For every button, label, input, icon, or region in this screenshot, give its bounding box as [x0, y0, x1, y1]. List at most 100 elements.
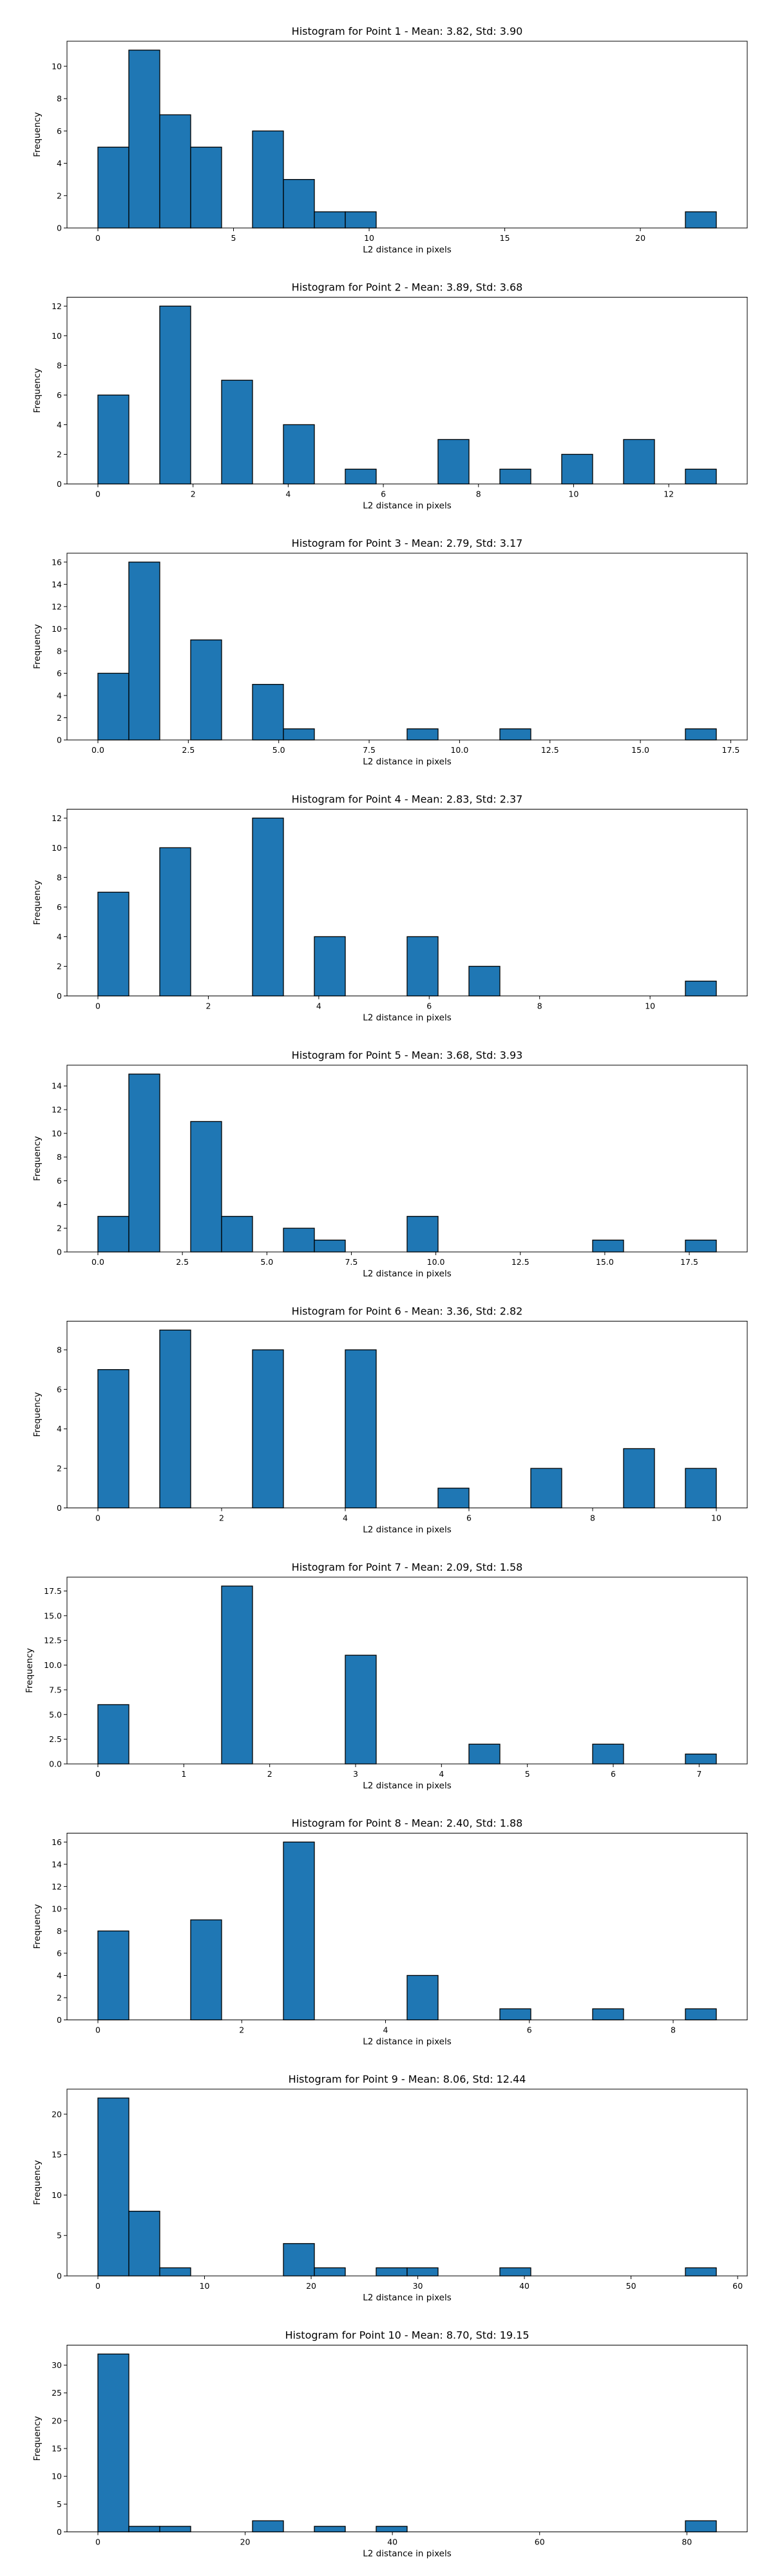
y-tick-label: 10	[52, 2190, 62, 2200]
y-tick-label: 10	[52, 2472, 62, 2481]
chart-title: Histogram for Point 1 - Mean: 3.82, Std:…	[292, 25, 523, 37]
histogram-bar	[499, 2267, 531, 2277]
x-tick-label: 8	[537, 1001, 542, 1011]
x-axis-label: L2 distance in pixels	[363, 1525, 451, 1535]
y-tick-label: 8	[57, 1152, 62, 1162]
histogram-bar	[97, 2353, 129, 2533]
histogram-bar	[345, 1654, 377, 1765]
x-tick-label: 80	[682, 2537, 692, 2547]
chart-panel-6: Histogram for Point 6 - Mean: 3.36, Std:…	[32, 1305, 748, 1535]
x-tick-label: 60	[535, 2537, 545, 2547]
x-tick-label: 8	[671, 2025, 676, 2035]
x-tick-label: 6	[527, 2025, 532, 2035]
y-tick-label: 0	[57, 2015, 62, 2025]
x-tick-label: 2	[219, 1513, 224, 1523]
histogram-bar	[345, 1349, 377, 1509]
x-tick-label: 40	[519, 2281, 530, 2291]
x-tick-label: 10	[645, 1001, 655, 1011]
x-tick-label: 2	[205, 1001, 211, 1011]
y-axis-label: Frequency	[32, 1904, 43, 1949]
x-tick-label: 17.5	[680, 1257, 698, 1267]
y-tick-label: 0.0	[49, 1759, 62, 1769]
y-axis-label: Frequency	[32, 880, 43, 925]
x-tick-label: 15.0	[631, 745, 649, 755]
y-tick-label: 4	[57, 690, 62, 700]
y-tick-label: 16	[52, 1837, 62, 1847]
histogram-bar	[97, 1930, 129, 2021]
y-tick-label: 25	[52, 2388, 62, 2398]
y-tick-label: 8	[57, 1926, 62, 1936]
histogram-bar	[437, 439, 470, 485]
y-tick-label: 5.0	[49, 1710, 62, 1719]
chart-panel-8: Histogram for Point 8 - Mean: 2.40, Std:…	[32, 1817, 748, 2047]
histogram-bar	[685, 468, 717, 485]
x-tick-label: 7.5	[363, 745, 376, 755]
chart-title: Histogram for Point 4 - Mean: 2.83, Std:…	[292, 793, 523, 806]
x-tick-label: 5	[231, 233, 236, 243]
histogram-bar	[406, 1975, 439, 2021]
x-tick-label: 20	[240, 2537, 251, 2547]
axes-frame	[66, 297, 748, 484]
y-tick-label: 2	[57, 961, 62, 971]
chart-panel-7: Histogram for Point 7 - Mean: 2.09, Std:…	[24, 1561, 748, 1791]
histogram-bar	[406, 2267, 439, 2277]
y-tick-label: 4	[57, 932, 62, 942]
x-tick-label: 6	[466, 1513, 472, 1523]
x-tick-label: 0	[95, 1001, 100, 1011]
x-tick-label: 4	[343, 1513, 348, 1523]
y-tick-label: 7.5	[49, 1685, 62, 1694]
x-tick-label: 10.0	[450, 745, 468, 755]
y-tick-label: 10	[52, 1904, 62, 1913]
histogram-bar	[97, 146, 129, 229]
chart-title: Histogram for Point 2 - Mean: 3.89, Std:…	[292, 281, 523, 294]
x-tick-label: 5.0	[260, 1257, 273, 1267]
histogram-bar	[283, 1841, 315, 2021]
y-tick-label: 6	[57, 1385, 62, 1394]
x-tick-label: 17.5	[722, 745, 740, 755]
y-tick-label: 4	[57, 1424, 62, 1434]
histogram-bar	[159, 305, 191, 485]
x-tick-label: 4	[383, 2025, 388, 2035]
y-tick-label: 5	[57, 2231, 62, 2240]
x-tick-label: 0	[95, 1769, 100, 1779]
histogram-bar	[97, 1704, 129, 1765]
chart-title: Histogram for Point 9 - Mean: 8.06, Std:…	[289, 2073, 526, 2085]
x-axis-label: L2 distance in pixels	[363, 1013, 451, 1023]
y-tick-label: 0	[57, 991, 62, 1001]
histogram-bar	[159, 2267, 191, 2277]
histogram-bar	[97, 891, 129, 997]
y-tick-label: 16	[52, 557, 62, 567]
x-tick-label: 40	[387, 2537, 397, 2547]
histogram-bar	[252, 684, 284, 741]
y-axis-label: Frequency	[32, 368, 43, 413]
histogram-bar	[468, 1743, 501, 1765]
y-tick-label: 8	[57, 361, 62, 370]
histogram-bar	[530, 1468, 562, 1509]
x-tick-label: 15	[500, 233, 510, 243]
y-tick-label: 17.5	[44, 1586, 62, 1596]
histogram-bar	[499, 2008, 531, 2021]
y-tick-label: 14	[52, 580, 62, 589]
histogram-bar	[623, 439, 655, 485]
x-tick-label: 15.0	[596, 1257, 614, 1267]
y-tick-label: 12	[52, 813, 62, 823]
histogram-bar	[97, 394, 129, 485]
y-axis-label: Frequency	[32, 1136, 43, 1181]
y-tick-label: 2	[57, 191, 62, 200]
axes-frame	[66, 2088, 748, 2277]
y-tick-label: 5	[57, 2499, 62, 2509]
x-tick-label: 8	[476, 489, 481, 499]
x-tick-label: 5.0	[272, 745, 285, 755]
y-tick-label: 2	[57, 713, 62, 723]
histogram-bar	[190, 1121, 222, 1253]
y-tick-label: 6	[57, 1176, 62, 1186]
y-tick-label: 0	[57, 479, 62, 489]
histogram-bar	[128, 50, 160, 229]
histogram-bar	[221, 1586, 253, 1765]
y-tick-label: 10	[52, 61, 62, 71]
histogram-bar	[406, 936, 439, 997]
histogram-bar	[376, 2267, 408, 2277]
histogram-bar	[97, 2098, 129, 2277]
y-tick-label: 20	[52, 2416, 62, 2425]
